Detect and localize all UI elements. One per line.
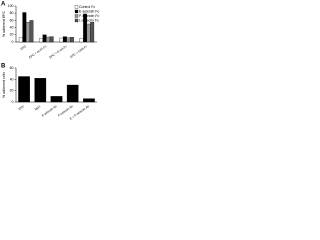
- x-tick-label: EPC + CD6-Fc: [69, 44, 88, 59]
- bar: [83, 98, 95, 103]
- x-tick-label: EPC: [20, 44, 28, 51]
- y-axis-label: % adherent EPC: [2, 10, 6, 37]
- panel-label: B: [1, 64, 6, 70]
- bar: [50, 96, 63, 103]
- y-tick-label: 20: [10, 33, 14, 37]
- y-tick-label: 40: [10, 77, 14, 81]
- legend-label: L-selectin Fc: [79, 18, 99, 22]
- y-tick-label: 0: [12, 100, 14, 104]
- legend-label: Control Fc: [79, 5, 95, 9]
- legend-swatch: [74, 14, 79, 18]
- bar: [29, 20, 34, 43]
- bar: [70, 37, 74, 43]
- bar: [22, 12, 27, 43]
- x-tick-label: E-selectin Ab: [41, 104, 58, 118]
- bar: [79, 38, 84, 43]
- bar: [18, 37, 23, 43]
- y-tick-label: 100: [8, 4, 14, 8]
- legend-label: P-selectin Fc: [79, 14, 99, 18]
- bar: [46, 36, 51, 43]
- bar: [86, 23, 91, 43]
- bar: [25, 22, 30, 43]
- x-tick-label: EPC + sLeX-Fc: [28, 44, 48, 59]
- x-tick-label: EPC: [18, 104, 26, 111]
- y-tick-label: 40: [10, 26, 14, 30]
- legend-swatch: [74, 5, 79, 9]
- legend-swatch: [74, 9, 79, 14]
- bar: [59, 37, 64, 43]
- x-tick-label: IgG1: [34, 104, 42, 111]
- bar: [49, 36, 54, 43]
- bar: [34, 78, 47, 103]
- y-tick-label: 20: [10, 89, 14, 93]
- y-tick-label: 0: [12, 40, 14, 44]
- y-axis-label: % adherent cells: [2, 72, 6, 98]
- panel-label: A: [1, 2, 6, 8]
- y-tick-label: 60: [10, 18, 14, 22]
- y-tick-label: 80: [10, 11, 14, 15]
- bar: [18, 76, 30, 103]
- bar: [39, 38, 43, 43]
- bar: [62, 36, 67, 43]
- legend-swatch: [74, 18, 79, 23]
- bar: [66, 37, 71, 43]
- bar: [42, 34, 47, 43]
- y-tick-label: 60: [10, 66, 14, 70]
- legend-label: E-selectin Fc: [79, 9, 99, 13]
- bar: [66, 84, 79, 103]
- bar: [90, 22, 95, 43]
- x-tick-label: EPC + E-sel-Fc: [48, 44, 68, 59]
